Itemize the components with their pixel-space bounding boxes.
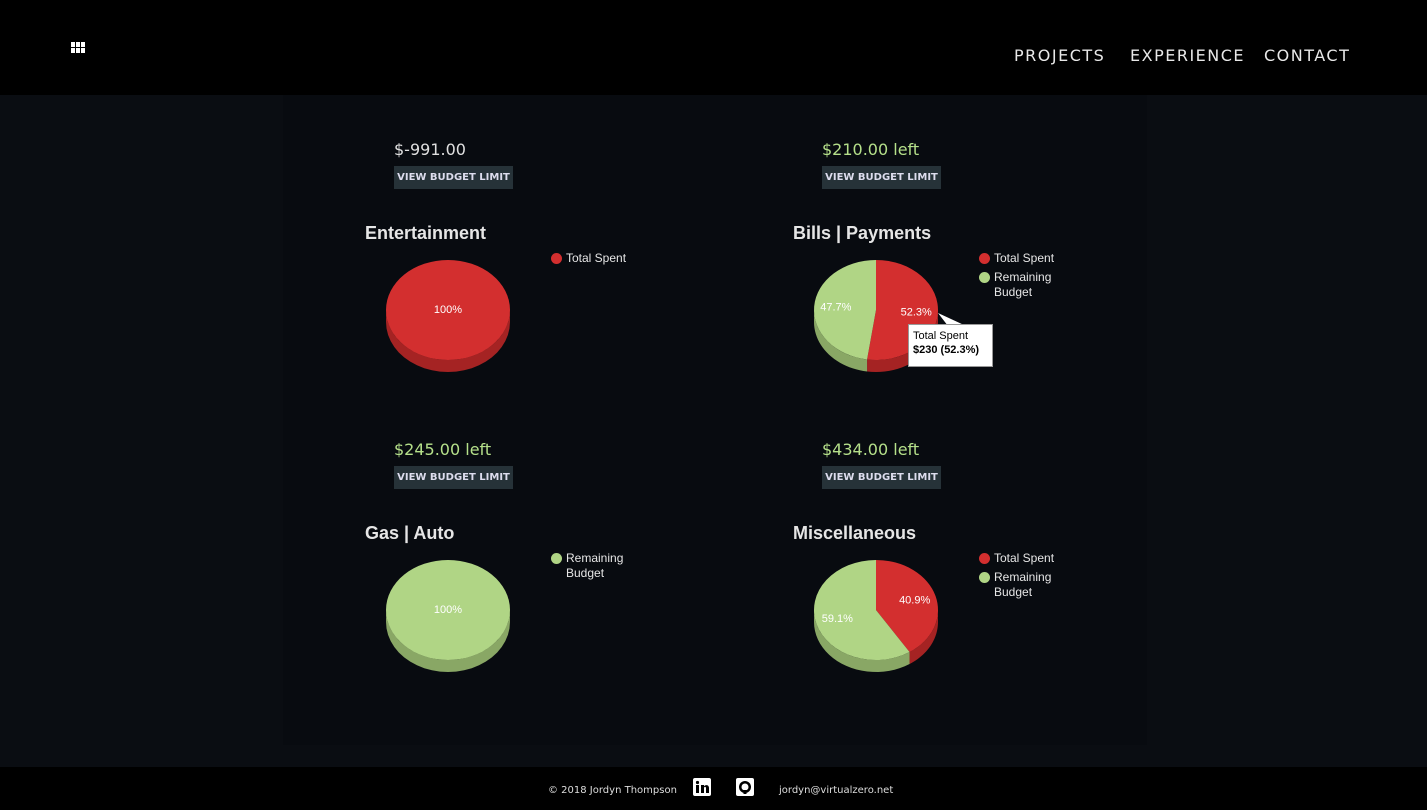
legend-item[interactable]: Remaining Budget	[979, 570, 1059, 600]
menu-icon[interactable]	[71, 42, 85, 53]
budget-amount: $434.00 left	[822, 440, 920, 459]
slice-label: 100%	[434, 604, 462, 616]
pie-slice	[386, 560, 510, 660]
pie-side	[814, 310, 868, 372]
pie-chart: 100%	[386, 260, 510, 372]
legend: Total Spent Remaining Budget	[979, 551, 1059, 604]
nav-link[interactable]: PROJECTS	[1014, 46, 1106, 65]
legend: Remaining Budget	[551, 551, 631, 585]
pie-chart: 40.9% 59.1%	[814, 560, 938, 672]
legend-item[interactable]: Total Spent	[979, 551, 1059, 566]
legend-item[interactable]: Total Spent	[551, 251, 631, 266]
pie-slice	[386, 260, 510, 360]
legend: Total Spent Remaining Budget	[979, 251, 1059, 304]
slice-label: 40.9%	[899, 595, 930, 607]
pie-slice	[876, 560, 938, 653]
view-budget-button[interactable]: VIEW BUDGET LIMIT	[394, 166, 513, 189]
github-icon[interactable]	[736, 778, 754, 796]
legend: Total Spent	[551, 251, 631, 270]
nav-link[interactable]: EXPERIENCE	[1130, 46, 1246, 65]
pie-slice	[814, 260, 876, 360]
footer	[0, 767, 1427, 810]
legend-item[interactable]: Remaining Budget	[551, 551, 631, 581]
legend-label: Remaining Budget	[566, 551, 624, 580]
nav-link[interactable]: CONTACT	[1264, 46, 1351, 65]
pie-side	[386, 310, 510, 372]
pie-slice	[814, 560, 910, 660]
pie-side	[909, 610, 938, 665]
pie-side	[814, 610, 910, 672]
legend-dot	[551, 253, 562, 264]
budget-amount: $210.00 left	[822, 140, 920, 159]
slice-label: 47.7%	[820, 302, 851, 314]
legend-dot	[979, 253, 990, 264]
slice-label: 52.3%	[901, 306, 932, 318]
slice-label: 59.1%	[822, 613, 853, 625]
pie-chart: 52.3% 47.7%	[814, 260, 938, 372]
chart-title: Entertainment	[365, 223, 487, 243]
slice-label: 100%	[434, 304, 462, 316]
legend-label: Total Spent	[994, 251, 1055, 265]
pie-chart: 100%	[386, 560, 510, 672]
copyright: © 2018 Jordyn Thompson	[548, 785, 677, 796]
view-budget-button[interactable]: VIEW BUDGET LIMIT	[822, 166, 941, 189]
legend-dot	[979, 272, 990, 283]
email-link[interactable]: jordyn@virtualzero.net	[779, 785, 894, 796]
header: PROJECTS EXPERIENCE CONTACT	[0, 0, 1427, 95]
legend-dot	[551, 553, 562, 564]
legend-label: Remaining Budget	[994, 570, 1052, 599]
legend-label: Remaining Budget	[994, 270, 1052, 299]
budget-amount: $-991.00	[394, 140, 466, 159]
linkedin-icon[interactable]	[693, 778, 711, 796]
legend-label: Total Spent	[994, 551, 1055, 565]
tooltip-title: Total Spent	[913, 330, 969, 342]
pie-side	[386, 610, 510, 672]
tooltip: Total Spent $230 (52.3%)	[908, 324, 993, 367]
legend-item[interactable]: Remaining Budget	[979, 270, 1059, 300]
legend-dot	[979, 572, 990, 583]
budget-amount: $245.00 left	[394, 440, 492, 459]
view-budget-button[interactable]: VIEW BUDGET LIMIT	[822, 466, 941, 489]
chart-title: Miscellaneous	[793, 523, 917, 543]
legend-label: Total Spent	[566, 251, 627, 265]
view-budget-button[interactable]: VIEW BUDGET LIMIT	[394, 466, 513, 489]
chart-title: Bills | Payments	[793, 223, 932, 243]
legend-dot	[979, 553, 990, 564]
tooltip-pointer	[938, 313, 964, 326]
chart-title: Gas | Auto	[365, 523, 455, 543]
tooltip-value: $230 (52.3%)	[913, 344, 980, 356]
legend-item[interactable]: Total Spent	[979, 251, 1059, 266]
